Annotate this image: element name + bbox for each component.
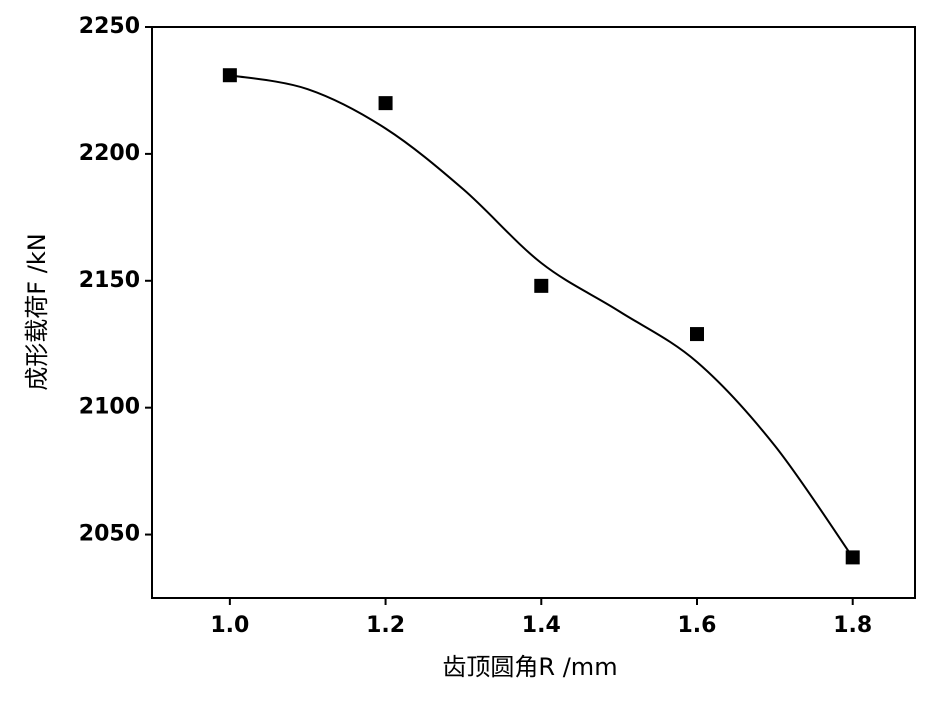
data-point: [534, 278, 549, 293]
y-tick-label: 2050: [79, 522, 140, 547]
y-tick-label: 2150: [79, 268, 140, 293]
y-tick-label: 2250: [79, 14, 140, 39]
data-point: [378, 96, 393, 111]
data-point: [845, 550, 860, 565]
x-tick-label: 1.8: [833, 613, 872, 638]
x-axis-title: 齿顶圆角R /mm: [442, 653, 617, 681]
x-tick-label: 1.0: [210, 613, 249, 638]
data-point: [222, 68, 237, 83]
x-tick-label: 1.6: [678, 613, 717, 638]
x-tick-label: 1.4: [522, 613, 561, 638]
y-tick-label: 2200: [79, 141, 140, 166]
y-axis-title: 成形载荷F /kN: [23, 233, 51, 390]
x-tick-label: 1.2: [366, 613, 405, 638]
plot-frame: [151, 26, 916, 599]
data-point: [690, 327, 704, 342]
y-tick-label: 2100: [79, 395, 140, 420]
fit-curve: [229, 74, 854, 558]
